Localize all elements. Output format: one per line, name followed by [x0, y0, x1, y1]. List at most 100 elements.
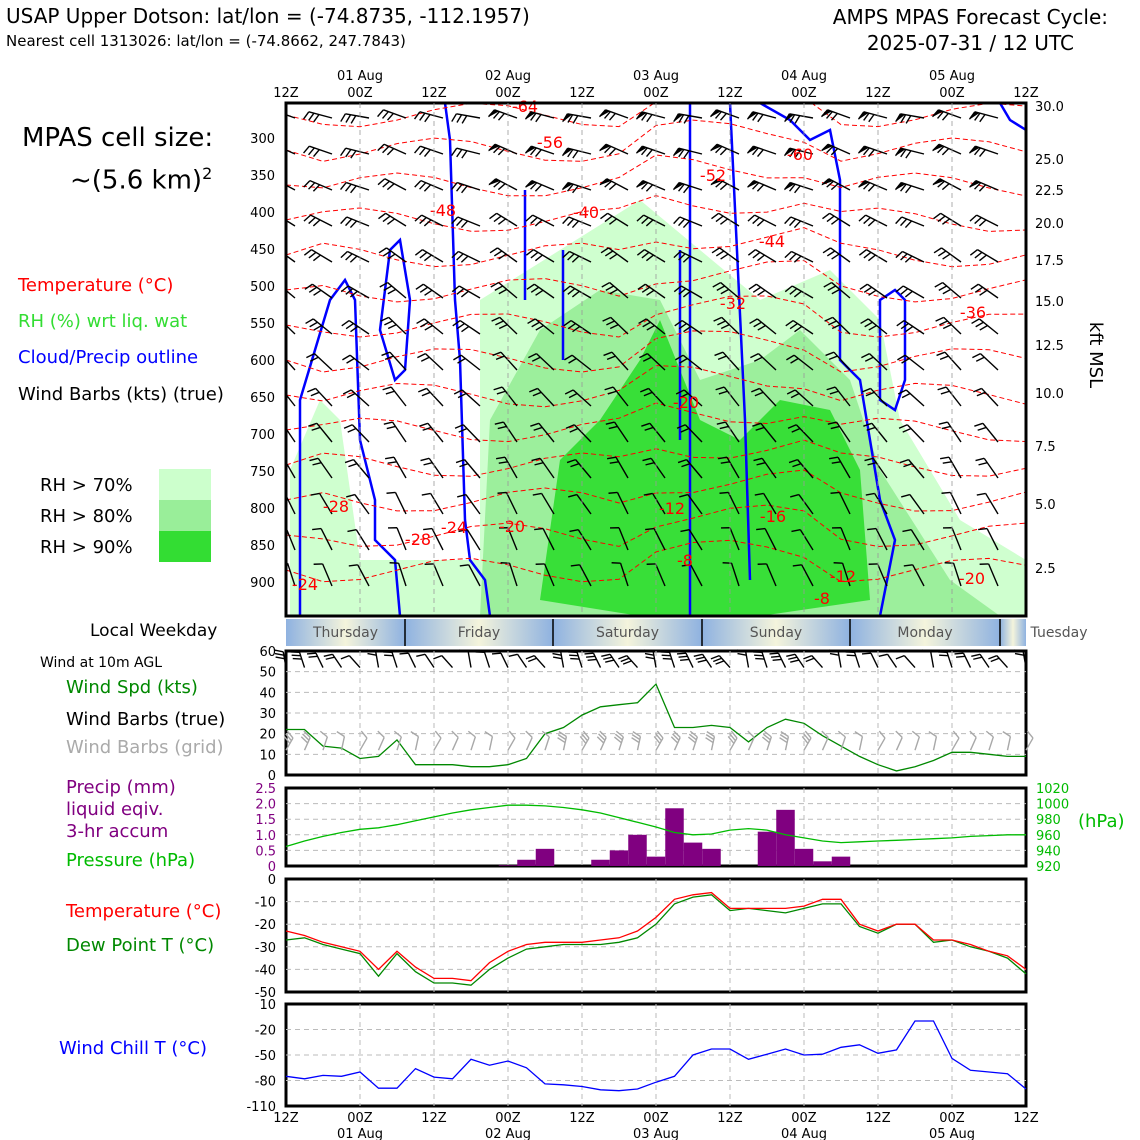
wind-barb-true: [626, 655, 639, 669]
xs-wind-barb-flag: [753, 356, 763, 362]
wind-barb-grid-flag: [653, 735, 661, 744]
xs-wind-barb-flag: [636, 180, 644, 188]
xs-wind-barb: [533, 249, 555, 263]
xs-wind-barb: [940, 212, 962, 227]
xs-wind-barb-flag: [423, 461, 433, 466]
wind-barb-true: [701, 653, 713, 668]
xs-wind-barb-flag: [641, 182, 649, 190]
xs-wind-barb: [755, 249, 777, 263]
xs-wind-barb: [727, 492, 740, 515]
xs-wind-barb-flag: [675, 389, 685, 395]
precip-bar: [535, 848, 555, 866]
wind-barb-true-flag: [603, 656, 613, 660]
xs-wind-barb-flag: [939, 320, 948, 326]
wind-barb-grid-flag: [673, 730, 681, 738]
temp-contour-label: -52: [700, 166, 726, 185]
xs-wind-barb-flag: [377, 143, 385, 152]
xs-wind-barb-flag: [460, 290, 469, 298]
xs-wind-barb-flag: [791, 528, 801, 533]
xs-wind-barb: [756, 318, 777, 335]
wind-barb-grid-flag: [837, 730, 846, 738]
wind-barb-true-flag: [956, 655, 966, 658]
xs-wind-barb-flag: [418, 387, 427, 393]
xs-wind-barb-flag: [678, 322, 687, 330]
xs-wind-barb-flag: [600, 247, 609, 254]
wind-barb-grid-flag: [632, 731, 641, 738]
xs-wind-barb: [421, 214, 444, 227]
xs-wind-barb: [605, 109, 629, 119]
precip-bar: [683, 842, 703, 866]
wind-barb-true: [331, 653, 343, 668]
weekday-cell: [702, 619, 850, 646]
cross-section-panel: -64-56-60-52-48 -40-44-32 -36-28-28-24 -20-…: [250, 97, 1106, 618]
wind-barb-grid: [1006, 736, 1012, 751]
height-tick: 22.5: [1035, 184, 1064, 199]
xs-wind-barb-flag: [673, 147, 680, 156]
xs-wind-barb-flag: [454, 424, 464, 429]
wind-barb-grid: [340, 736, 346, 751]
xs-wind-barb-pennant: [562, 113, 573, 123]
xs-wind-barb-flag: [423, 527, 433, 531]
xs-wind-barb-flag: [308, 112, 315, 121]
xs-wind-barb-flag: [639, 353, 648, 359]
pressure-tick: 750: [250, 465, 275, 480]
xs-wind-barb-flag: [350, 150, 357, 159]
xs-wind-barb-flag: [867, 149, 875, 157]
xs-wind-barb-flag: [643, 492, 653, 496]
xs-wind-barb-flag: [530, 216, 538, 225]
temp-contour-label: -28: [323, 497, 349, 516]
xs-wind-barb-flag: [382, 215, 391, 223]
xs-wind-barb-flag: [377, 109, 384, 118]
xs-wind-barb-flag: [969, 214, 978, 222]
temp-contour-label: -24: [292, 575, 318, 594]
xs-wind-barb-flag: [895, 216, 903, 225]
wind-barb-grid-flag: [1026, 730, 1034, 739]
xs-wind-barb: [828, 178, 851, 191]
xs-wind-barb-flag: [786, 354, 795, 361]
xs-wind-barb: [577, 529, 592, 551]
xs-wind-barb-flag: [493, 111, 500, 119]
wind-barb-true: [315, 652, 324, 668]
xs-wind-barb-flag: [563, 320, 572, 327]
wind-barb-grid: [951, 737, 960, 751]
xs-wind-barb-flag: [530, 286, 540, 293]
wind-barb-true: [962, 652, 972, 668]
precip-bar: [702, 848, 721, 866]
xs-wind-barb: [789, 181, 814, 191]
xs-wind-barb-flag: [312, 184, 321, 192]
xs-wind-barb-flag: [451, 147, 458, 156]
xs-wind-barb-flag: [859, 283, 868, 290]
xs-wind-barb-flag: [312, 527, 322, 531]
xs-wind-barb-flag: [789, 149, 796, 158]
wind-barb-grid: [488, 736, 494, 751]
wind-panel-ytick: 50: [259, 666, 276, 681]
xs-wind-barb: [532, 214, 555, 227]
xs-wind-barb-flag: [565, 424, 575, 429]
wind-barb-grid: [840, 736, 846, 751]
wind-barb-true: [853, 652, 861, 668]
wind-barb-grid: [414, 736, 420, 751]
wind-barb-grid-flag: [484, 731, 493, 738]
xs-wind-barb-flag: [828, 355, 838, 360]
precip-bar: [609, 850, 629, 866]
xs-wind-barb: [943, 316, 962, 335]
xs-wind-barb-flag: [531, 356, 541, 362]
xs-wind-barb: [755, 283, 777, 299]
top-hour-tick: 12Z: [569, 86, 595, 101]
xs-wind-barb-flag: [339, 182, 347, 191]
wind-barb-true-flag: [552, 652, 562, 656]
xs-wind-barb-flag: [310, 492, 320, 496]
xs-wind-barb-flag: [497, 183, 506, 191]
xs-wind-barb: [567, 181, 592, 191]
xs-wind-barb: [500, 351, 518, 371]
xs-wind-barb-pennant: [783, 182, 795, 191]
windchill-panel-ytick: -110: [246, 1100, 276, 1115]
xs-wind-barb-flag: [969, 249, 978, 256]
xs-wind-barb-flag: [451, 250, 459, 259]
xs-wind-barb-flag: [458, 528, 468, 533]
xs-wind-barb-flag: [461, 325, 470, 333]
xs-wind-barb-flag: [786, 389, 796, 395]
rh90-swatch: [159, 531, 211, 562]
xs-wind-barb-flag: [718, 456, 728, 460]
wind-barb-grid-flag: [779, 734, 789, 741]
